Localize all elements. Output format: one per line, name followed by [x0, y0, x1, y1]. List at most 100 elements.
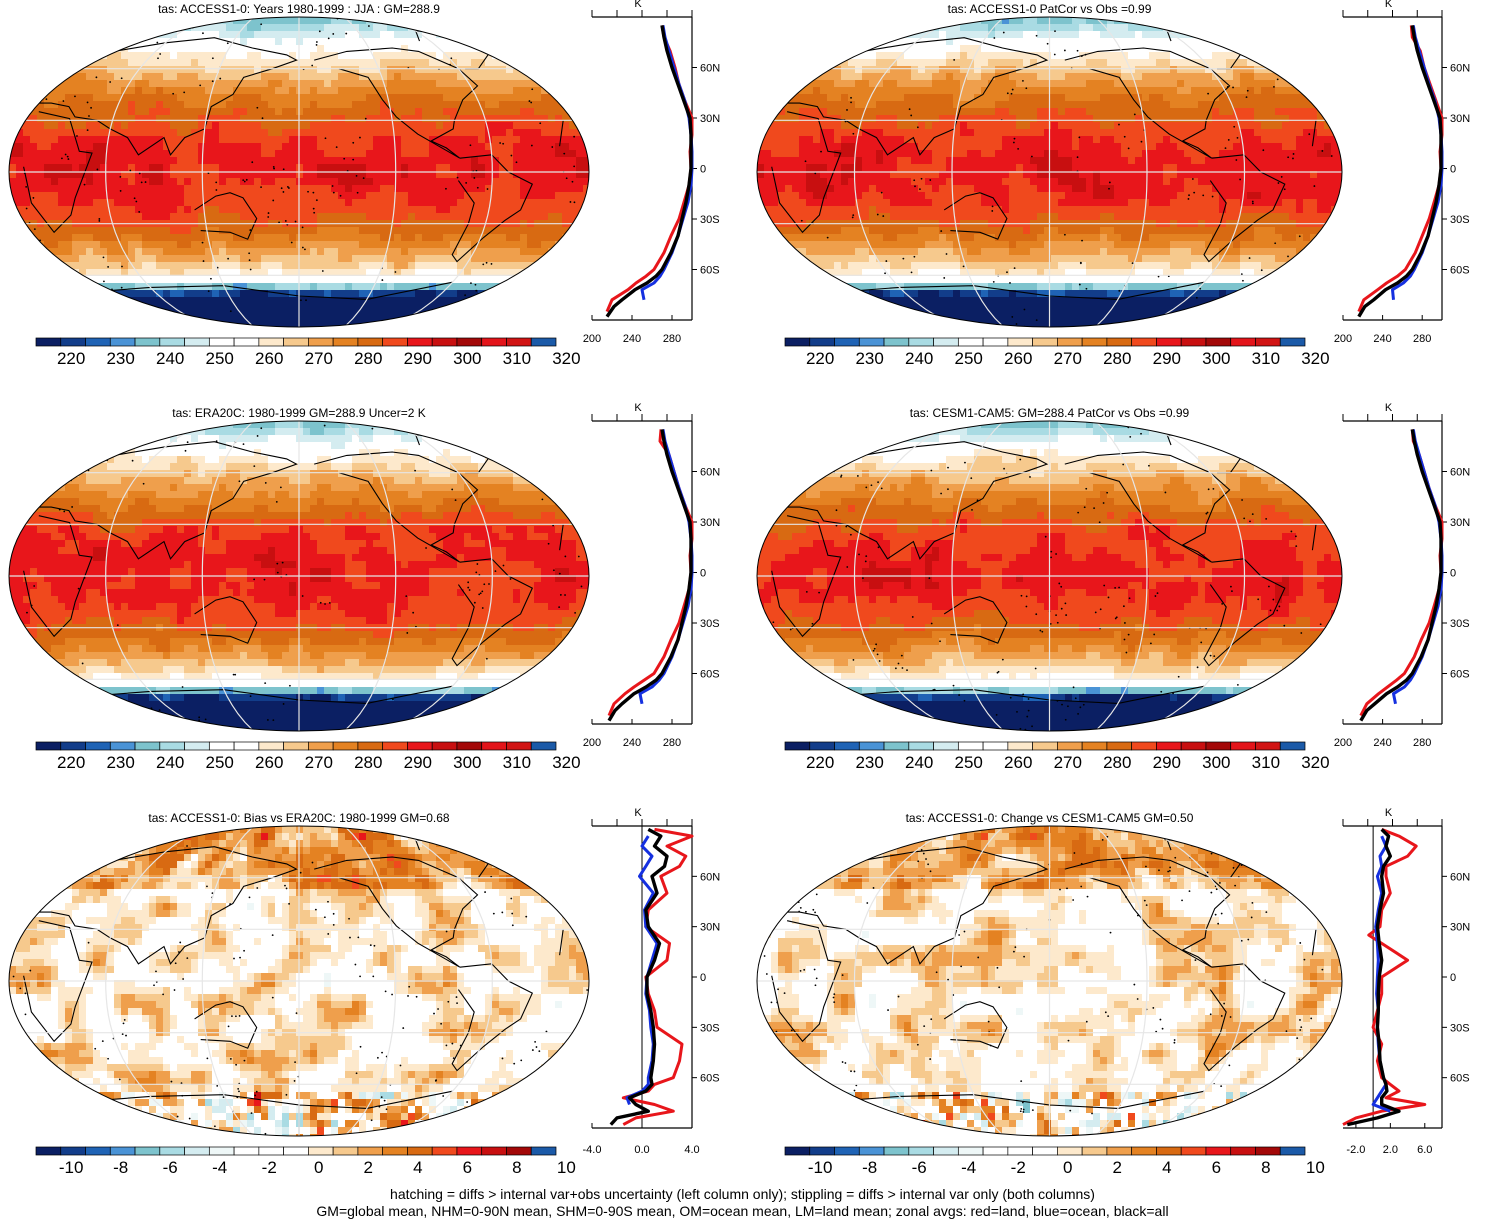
map-cell	[394, 87, 402, 95]
map-cell	[1037, 31, 1045, 39]
map-cell	[925, 80, 933, 88]
map-cell	[247, 136, 255, 144]
map-cell	[51, 269, 59, 277]
map-cell	[499, 115, 507, 123]
map-cell	[142, 262, 150, 270]
map-cell	[366, 255, 374, 263]
map-cell	[450, 80, 458, 88]
map-cell	[156, 73, 164, 81]
map-cell	[1149, 59, 1157, 67]
map-cell	[429, 24, 437, 32]
map-cell	[1051, 17, 1059, 25]
map-cell	[72, 325, 80, 333]
map-cell	[541, 192, 549, 200]
map-cell	[946, 24, 954, 32]
map-cell	[1303, 59, 1311, 67]
map-cell	[436, 297, 444, 305]
map-cell	[1303, 52, 1311, 60]
map-cell	[820, 52, 828, 60]
map-cell	[268, 276, 276, 284]
map-cell	[149, 17, 157, 25]
map-cell	[506, 17, 514, 25]
map-cell	[51, 304, 59, 312]
stipple-dot	[469, 307, 471, 309]
stipple-dot	[302, 247, 304, 249]
map-cell	[303, 136, 311, 144]
map-cell	[268, 199, 276, 207]
map-cell	[527, 94, 535, 102]
map-cell	[576, 164, 584, 172]
map-cell	[513, 164, 521, 172]
map-cell	[380, 178, 388, 186]
map-cell	[16, 38, 24, 46]
map-cell	[163, 248, 171, 256]
map-cell	[100, 31, 108, 39]
map-cell	[107, 325, 115, 333]
map-cell	[429, 157, 437, 165]
map-cell	[331, 304, 339, 312]
map-cell	[44, 276, 52, 284]
map-cell	[93, 108, 101, 116]
map-cell	[450, 325, 458, 333]
map-cell	[534, 73, 542, 81]
map-cell	[506, 199, 514, 207]
map-cell	[1338, 80, 1346, 88]
map-cell	[1261, 17, 1269, 25]
map-cell	[135, 241, 143, 249]
map-cell	[555, 199, 563, 207]
map-cell	[890, 17, 898, 25]
map-cell	[1156, 59, 1164, 67]
map-cell	[86, 94, 94, 102]
map-cell	[247, 150, 255, 158]
map-cell	[939, 87, 947, 95]
map-cell	[16, 269, 24, 277]
map-cell	[499, 122, 507, 130]
map-cell	[401, 17, 409, 25]
map-cell	[548, 115, 556, 123]
map-cell	[1009, 38, 1017, 46]
map-cell	[569, 227, 577, 235]
map-cell	[240, 255, 248, 263]
map-cell	[163, 108, 171, 116]
map-cell	[1324, 38, 1332, 46]
map-cell	[974, 80, 982, 88]
map-cell	[583, 17, 591, 25]
map-cell	[9, 52, 17, 60]
map-cell	[212, 143, 220, 151]
map-cell	[778, 66, 786, 74]
map-cell	[275, 192, 283, 200]
map-cell	[261, 108, 269, 116]
map-cell	[513, 276, 521, 284]
map-cell	[142, 227, 150, 235]
map-cell	[513, 241, 521, 249]
map-cell	[93, 94, 101, 102]
map-cell	[478, 248, 486, 256]
map-cell	[142, 108, 150, 116]
map-cell	[205, 52, 213, 60]
map-cell	[415, 297, 423, 305]
map-cell	[408, 185, 416, 193]
map-cell	[275, 45, 283, 53]
map-cell	[932, 45, 940, 53]
map-cell	[23, 66, 31, 74]
map-cell	[967, 94, 975, 102]
map-cell	[282, 192, 290, 200]
map-cell	[282, 115, 290, 123]
map-cell	[352, 129, 360, 137]
map-cell	[548, 24, 556, 32]
map-cell	[191, 136, 199, 144]
map-cell	[247, 164, 255, 172]
map-cell	[205, 178, 213, 186]
map-cell	[443, 87, 451, 95]
map-cell	[848, 87, 856, 95]
map-cell	[848, 66, 856, 74]
map-cell	[1177, 80, 1185, 88]
map-cell	[820, 94, 828, 102]
map-cell	[380, 234, 388, 242]
map-cell	[338, 255, 346, 263]
map-cell	[988, 94, 996, 102]
map-cell	[862, 17, 870, 25]
map-cell	[268, 178, 276, 186]
map-cell	[946, 31, 954, 39]
map-cell	[338, 325, 346, 333]
